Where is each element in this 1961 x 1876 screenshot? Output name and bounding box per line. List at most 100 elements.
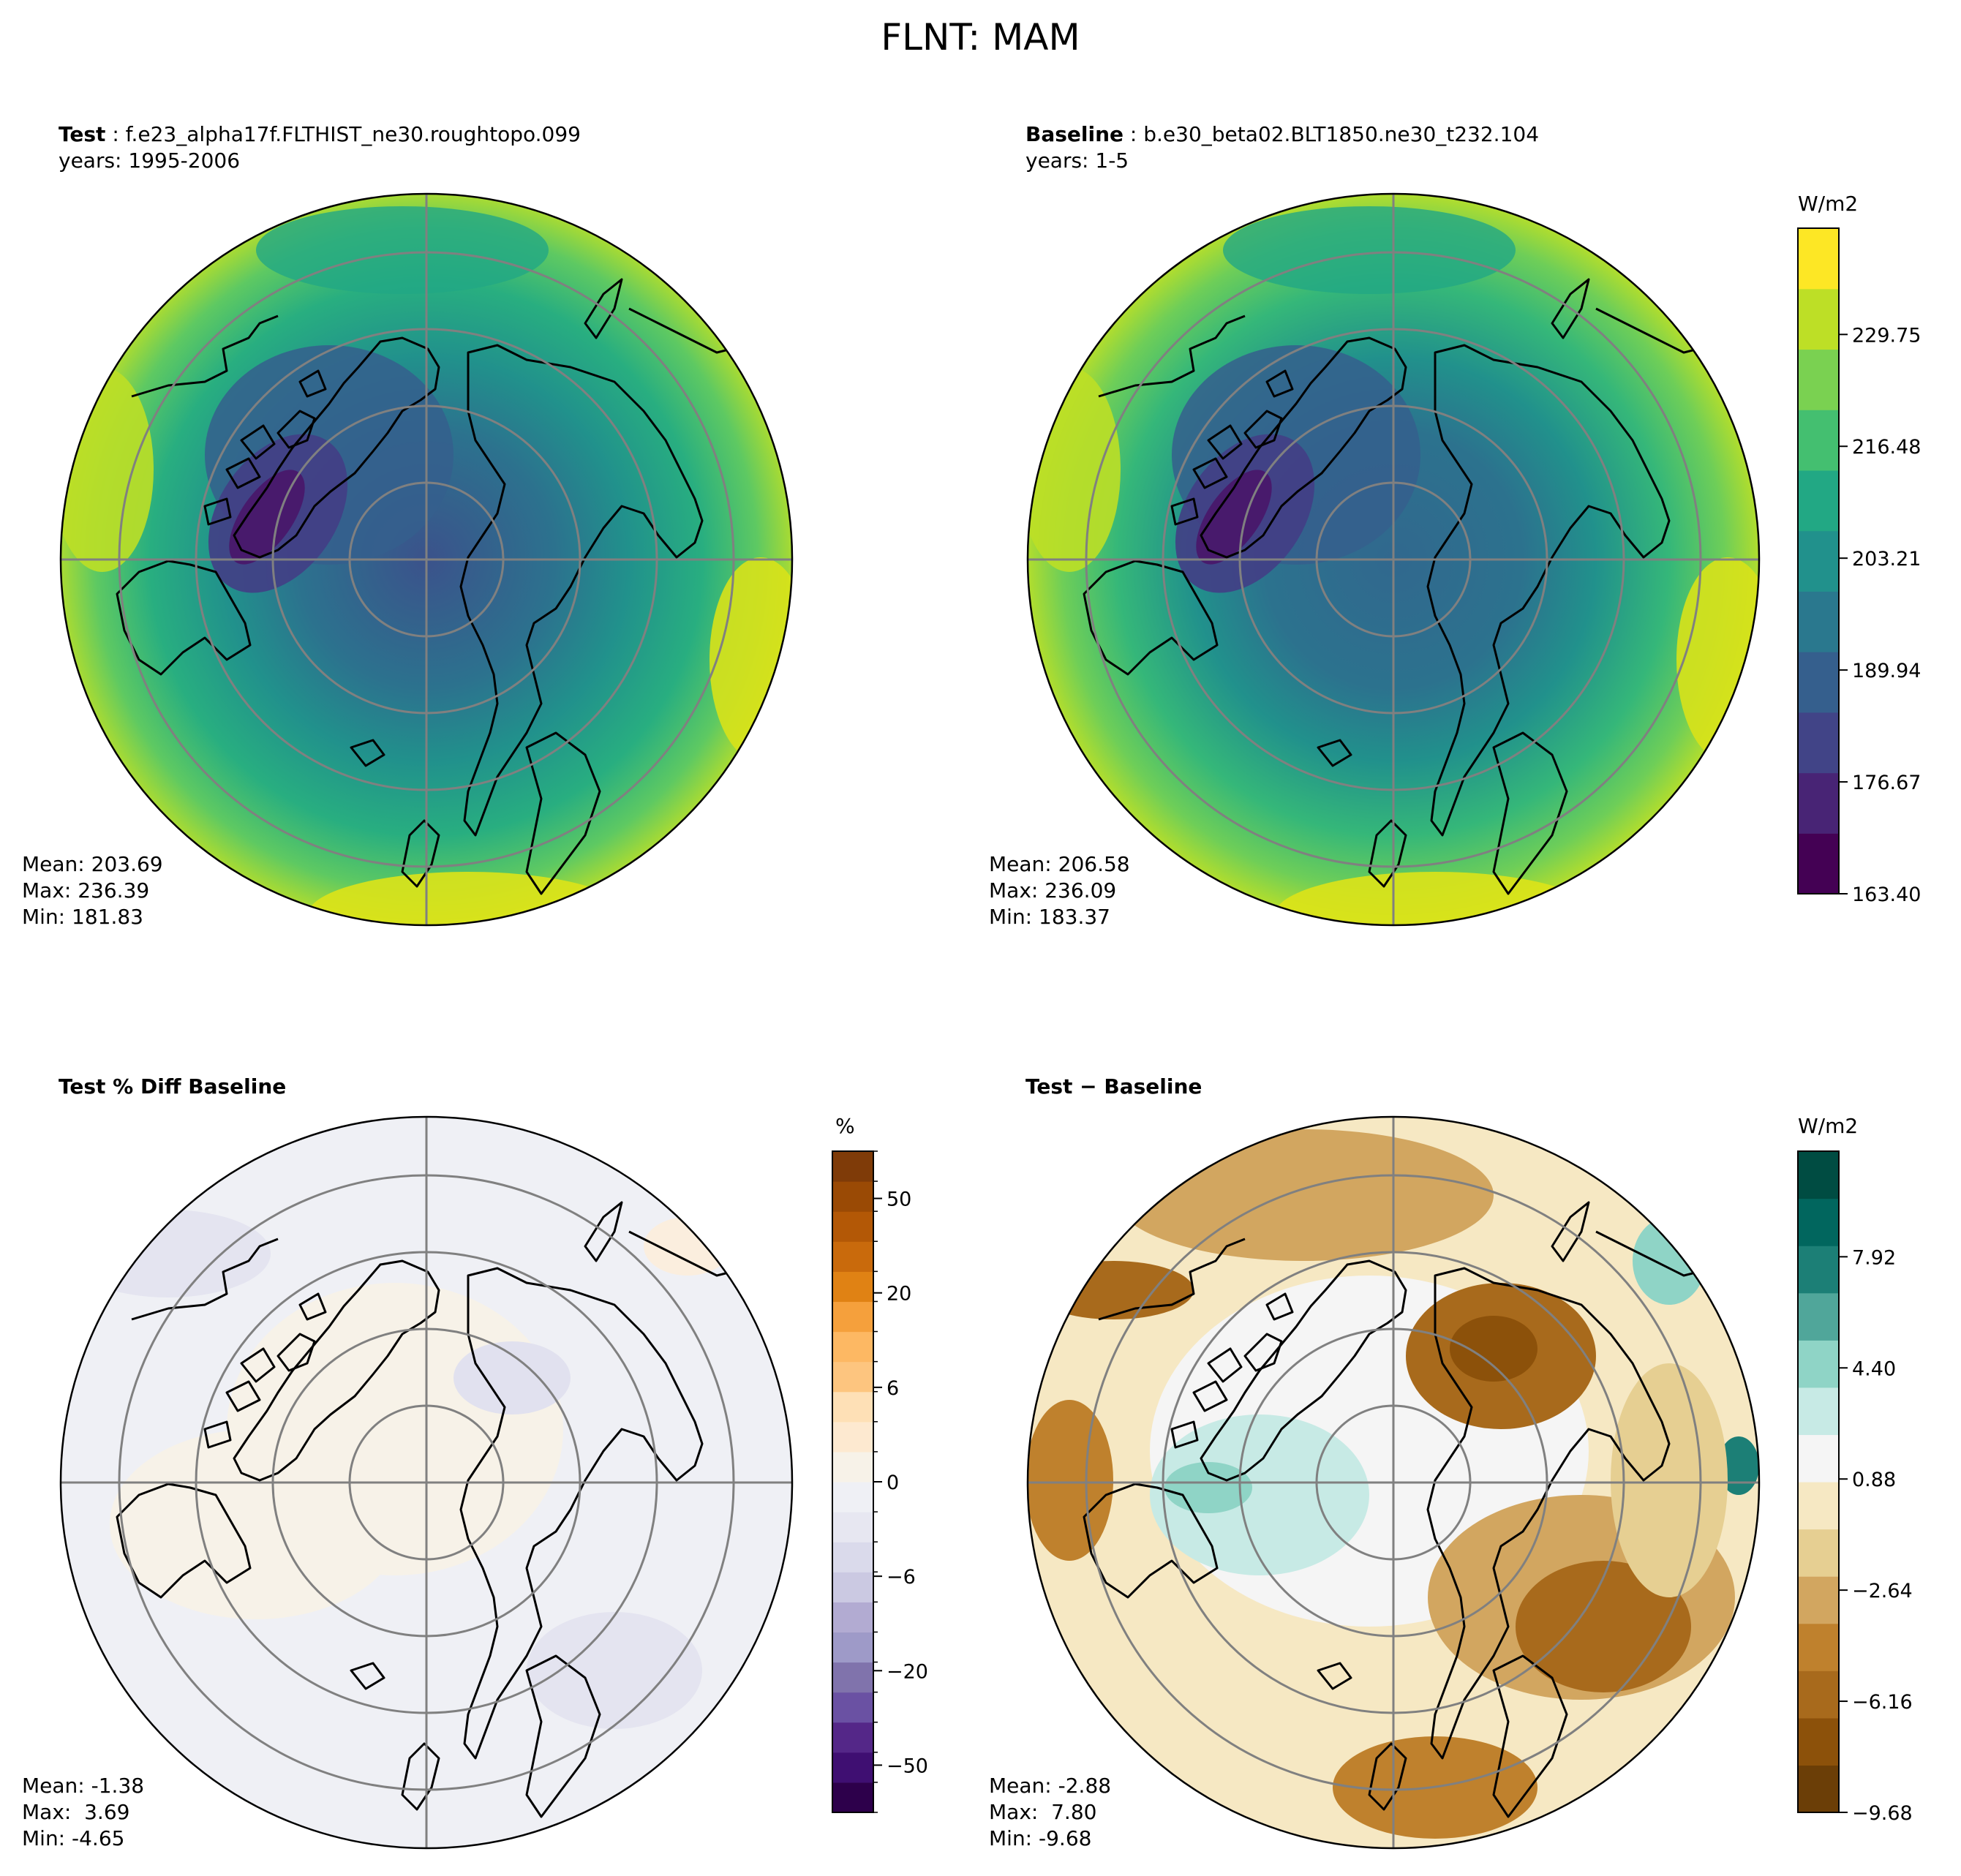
colorbar-swatch (832, 1542, 873, 1572)
colorbar-swatch (1798, 1765, 1839, 1813)
field-patch (1274, 872, 1596, 925)
coastline (525, 731, 601, 895)
coastline (1426, 344, 1671, 837)
stat-max: Max: 7.80 (989, 1800, 1097, 1824)
colorbar-swatch (1798, 1434, 1839, 1483)
colorbar-swatch (1798, 712, 1839, 774)
coastline (116, 1483, 252, 1599)
field-patch (1113, 1129, 1494, 1261)
coastline (203, 1292, 327, 1449)
colorbar-swatch (832, 1692, 873, 1723)
field-patch (1718, 1436, 1759, 1495)
colorbar-tick-label: 50 (887, 1188, 911, 1211)
field-patch (307, 872, 629, 925)
coastline (1317, 1662, 1407, 1811)
polar-map-test (59, 192, 794, 927)
colorbar-swatch (832, 1752, 873, 1783)
colorbar-tick-label: −9.68 (1852, 1802, 1913, 1825)
colorbar-swatch (1798, 1151, 1839, 1199)
panel-title-pctdiff: Test % Diff Baseline (59, 1074, 287, 1099)
coastline (1200, 336, 1407, 559)
colorbar-swatch (1798, 1387, 1839, 1436)
colorbar-tick-label: 20 (887, 1283, 911, 1306)
stat-max: Max: 3.69 (22, 1800, 130, 1824)
field-patch (1223, 206, 1516, 294)
field-patch (229, 470, 305, 565)
field-patch (1196, 470, 1272, 565)
colorbar-swatch (1798, 772, 1839, 834)
colorbar-tick-label: 6 (887, 1377, 899, 1400)
stat-mean: Mean: -2.88 (989, 1774, 1112, 1798)
colorbar-swatch (832, 1602, 873, 1633)
coastline (1083, 1483, 1219, 1599)
coastline (459, 1267, 704, 1760)
colorbar-swatch (832, 1782, 873, 1813)
colorbar-units-main: W/m2 (1798, 192, 1859, 216)
coastline (459, 344, 704, 837)
colorbar-swatch (832, 1421, 873, 1453)
coastline (350, 739, 440, 888)
field-patch (453, 1341, 571, 1414)
coastline (1492, 731, 1568, 895)
colorbar-swatch (1798, 1246, 1839, 1294)
colorbar-swatch (1798, 349, 1839, 410)
colorbar-swatch (832, 1632, 873, 1663)
colorbar-swatch (1798, 288, 1839, 350)
coastline (1426, 1267, 1671, 1760)
colorbar-swatch (832, 1662, 873, 1693)
colorbar-swatch (832, 1512, 873, 1542)
colorbar-tick-label: −50 (887, 1755, 928, 1777)
coastline (1551, 278, 1590, 339)
colorbar-swatch (832, 1482, 873, 1513)
field-patch (1033, 1261, 1194, 1319)
colorbar-tick-label: −6 (887, 1566, 916, 1589)
coastline (584, 278, 623, 339)
colorbar-diff: 7.92 4.40 0.88 −2.64 −6.16 −9.68 (1797, 1150, 1913, 1825)
colorbar-swatch (832, 1572, 873, 1602)
colorbar-frame (1797, 227, 1840, 894)
colorbar-units-diff: W/m2 (1798, 1114, 1859, 1138)
stat-max: Max: 236.39 (22, 878, 150, 903)
colorbar-tick-label: 203.21 (1852, 548, 1921, 570)
colorbar-swatch (1798, 1198, 1839, 1246)
stat-mean: Mean: -1.38 (22, 1774, 145, 1798)
field-patch (1028, 1400, 1113, 1561)
colorbar-swatch (832, 1331, 873, 1363)
colorbar-swatch (1798, 1340, 1839, 1388)
colorbar-frame (1797, 1150, 1840, 1813)
field-patch (256, 206, 549, 294)
colorbar-swatch (1798, 1623, 1839, 1671)
field-patch (1516, 1561, 1691, 1692)
stat-min: Min: 181.83 (22, 905, 143, 929)
stat-min: Min: -4.65 (22, 1826, 125, 1850)
colorbar-main: 229.75 216.48 203.21 189.94 176.67 163.40 (1797, 227, 1921, 906)
polar-map-baseline (1026, 192, 1761, 927)
colorbar-swatch (1798, 228, 1839, 290)
colorbar-swatch (832, 1722, 873, 1753)
colorbar-swatch (832, 1451, 873, 1483)
field-patch (1611, 1363, 1728, 1597)
colorbar-swatch (832, 1361, 873, 1393)
coastline (1492, 1654, 1568, 1818)
field-patch (61, 367, 154, 572)
field-patch (1028, 367, 1121, 572)
coastline (116, 560, 252, 676)
colorbar-swatch (832, 1211, 873, 1242)
panel-title-test: Test : f.e23_alpha17f.FLTHIST_ne30.rough… (59, 122, 581, 173)
figure-title: FLNT: MAM (881, 16, 1080, 59)
coastline (1083, 560, 1219, 676)
colorbar-swatch (1798, 1576, 1839, 1624)
field-patch (110, 1429, 402, 1619)
stats-diff: Mean: -2.88 Max: 7.80 Min: -9.68 (989, 1773, 1111, 1852)
colorbar-swatch (1798, 410, 1839, 471)
colorbar-swatch (832, 1271, 873, 1303)
colorbar-tick-label: 0.88 (1852, 1469, 1896, 1491)
coastline (1170, 369, 1294, 526)
colorbar-tick-label: −6.16 (1852, 1691, 1913, 1714)
coastline (584, 1201, 623, 1262)
field-patch (1676, 557, 1759, 762)
colorbar-swatch (1798, 470, 1839, 532)
colorbar-swatch (1798, 1529, 1839, 1577)
colorbar-tick-label: 189.94 (1852, 660, 1921, 682)
coastline (203, 369, 327, 526)
